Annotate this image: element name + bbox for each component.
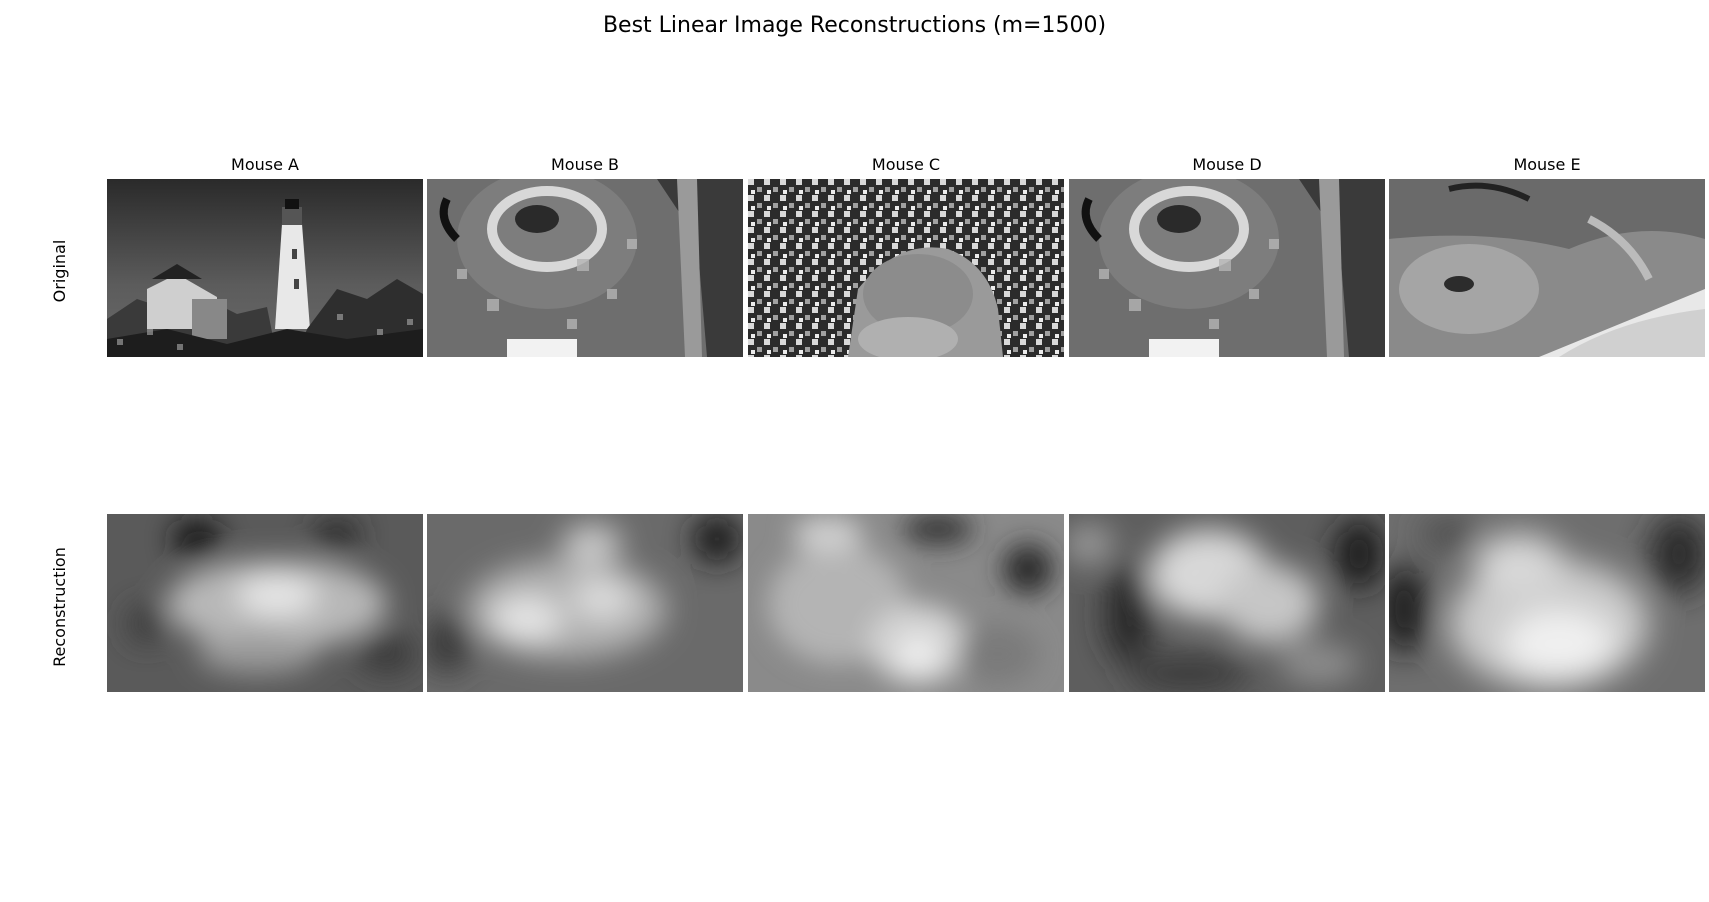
original-image-mouse-e: [1389, 179, 1705, 357]
original-image-mouse-d: [1069, 179, 1385, 357]
original-image-mouse-c: [748, 179, 1064, 357]
column-title-mouse-c: Mouse C: [871, 155, 941, 174]
reconstruction-image-mouse-c: [748, 514, 1064, 692]
row-label-original: Original: [50, 239, 69, 303]
column-title-mouse-d: Mouse D: [1192, 155, 1262, 174]
row-label-reconstruction: Reconstruction: [50, 547, 69, 667]
column-title-mouse-a: Mouse A: [231, 155, 299, 174]
column-title-mouse-e: Mouse E: [1513, 155, 1581, 174]
reconstruction-image-mouse-e: [1389, 514, 1705, 692]
original-image-mouse-a: [107, 179, 423, 357]
original-image-mouse-b: [427, 179, 743, 357]
column-title-mouse-b: Mouse B: [551, 155, 619, 174]
reconstruction-image-mouse-d: [1069, 514, 1385, 692]
reconstruction-image-mouse-b: [427, 514, 743, 692]
figure-title: Best Linear Image Reconstructions (m=150…: [602, 13, 1107, 38]
reconstruction-image-mouse-a: [107, 514, 423, 692]
